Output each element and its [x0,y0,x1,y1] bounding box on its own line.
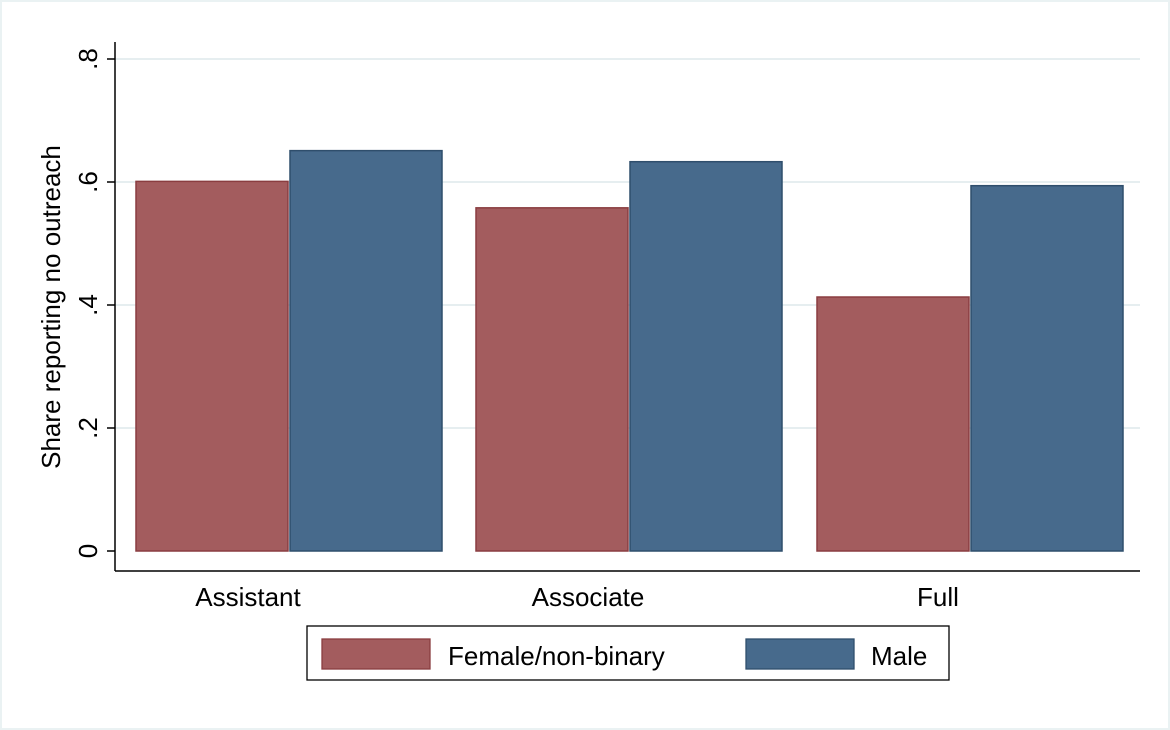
legend-label: Female/non-binary [448,641,665,671]
legend-label: Male [871,641,927,671]
legend: Female/non-binary Male [306,625,950,681]
y-tick-label: .4 [73,294,103,316]
y-ticks: 0 .2 .4 .6 .8 [73,48,115,558]
bar-female-non-binary-full [816,296,970,552]
bar-male-assistant [289,149,443,552]
bars [135,149,1124,552]
bar-female-non-binary-associate [475,207,629,552]
x-category-labels: Assistant Associate Full [195,582,959,612]
x-category-label: Full [917,582,959,612]
y-tick-label: .8 [73,48,103,70]
legend-swatch [321,638,431,670]
bar-male-full [970,184,1124,552]
bar-female-non-binary-assistant [135,180,289,552]
x-category-label: Associate [532,582,645,612]
legend-swatch [745,638,855,670]
x-category-label: Assistant [195,582,301,612]
bar-male-associate [629,160,783,552]
axes [114,42,1140,572]
y-tick-label: 0 [73,544,103,558]
y-axis-title: Share reporting no outreach [36,145,66,469]
y-tick-label: .2 [73,417,103,439]
y-tick-label: .6 [73,171,103,193]
